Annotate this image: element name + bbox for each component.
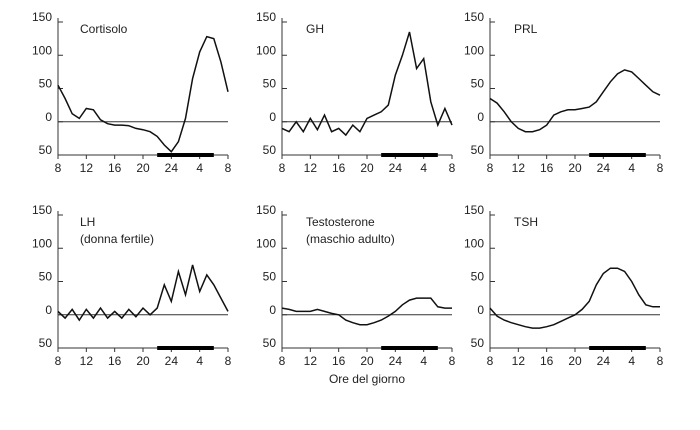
night-band (589, 153, 646, 157)
chart-title: TSH (514, 215, 538, 229)
y-tick-label: 50 (39, 336, 53, 350)
y-tick-label: 150 (464, 10, 484, 24)
x-tick-label: 8 (657, 354, 664, 368)
x-tick-label: 20 (360, 354, 374, 368)
x-tick-label: 4 (628, 161, 635, 175)
y-tick-label: 0 (269, 110, 276, 124)
x-tick-label: 8 (657, 161, 664, 175)
y-tick-label: 50 (263, 336, 277, 350)
y-tick-label: 0 (477, 110, 484, 124)
x-tick-label: 16 (540, 354, 554, 368)
x-tick-label: 16 (108, 354, 122, 368)
chart-title: Cortisolo (80, 22, 128, 36)
series-line (281, 31, 453, 137)
y-tick-label: 100 (256, 236, 276, 250)
y-tick-label: 150 (256, 10, 276, 24)
x-tick-label: 24 (389, 354, 403, 368)
x-tick-label: 8 (449, 354, 456, 368)
y-tick-label: 50 (471, 77, 485, 91)
x-tick-label: 8 (55, 354, 62, 368)
x-tick-label: 12 (304, 354, 318, 368)
x-tick-label: 8 (487, 161, 494, 175)
y-tick-label: 100 (464, 236, 484, 250)
y-tick-label: 150 (32, 203, 52, 217)
x-tick-label: 20 (136, 161, 150, 175)
y-tick-label: 150 (32, 10, 52, 24)
y-tick-label: 50 (471, 143, 485, 157)
y-tick-label: 0 (45, 110, 52, 124)
x-tick-label: 16 (108, 161, 122, 175)
x-tick-label: 12 (80, 354, 94, 368)
x-tick-label: 24 (389, 161, 403, 175)
x-tick-label: 4 (420, 161, 427, 175)
y-tick-label: 0 (45, 303, 52, 317)
x-tick-label: 20 (568, 161, 582, 175)
y-tick-label: 100 (256, 43, 276, 57)
series-line (281, 297, 452, 326)
x-tick-label: 16 (332, 354, 346, 368)
night-band (381, 346, 438, 350)
x-axis-label: Ore del giorno (329, 372, 405, 386)
series-line (57, 264, 229, 322)
x-tick-label: 12 (512, 161, 526, 175)
x-tick-label: 4 (196, 161, 203, 175)
y-tick-label: 50 (263, 77, 277, 91)
y-tick-label: 50 (39, 77, 53, 91)
series-line (489, 69, 661, 133)
y-tick-label: 100 (32, 43, 52, 57)
y-tick-label: 50 (263, 143, 277, 157)
x-tick-label: 4 (420, 354, 427, 368)
x-tick-label: 8 (55, 161, 62, 175)
night-band (157, 153, 214, 157)
chart-subtitle: (maschio adulto) (306, 232, 395, 246)
y-tick-label: 150 (256, 203, 276, 217)
x-tick-label: 24 (597, 354, 611, 368)
series-line (489, 267, 660, 329)
x-tick-label: 8 (449, 161, 456, 175)
night-band (381, 153, 438, 157)
chart-title: GH (306, 22, 324, 36)
y-tick-label: 50 (471, 270, 485, 284)
y-tick-label: 100 (464, 43, 484, 57)
y-tick-label: 50 (263, 270, 277, 284)
x-tick-label: 8 (279, 161, 286, 175)
y-tick-label: 0 (269, 303, 276, 317)
x-tick-label: 16 (332, 161, 346, 175)
night-band (157, 346, 214, 350)
x-tick-label: 4 (196, 354, 203, 368)
x-tick-label: 16 (540, 161, 554, 175)
x-tick-label: 24 (165, 354, 179, 368)
x-tick-label: 24 (165, 161, 179, 175)
x-tick-label: 24 (597, 161, 611, 175)
x-tick-label: 8 (487, 354, 494, 368)
x-tick-label: 12 (80, 161, 94, 175)
x-tick-label: 12 (512, 354, 526, 368)
night-band (589, 346, 646, 350)
y-tick-label: 100 (32, 236, 52, 250)
chart-title: Testosterone (306, 215, 375, 229)
x-tick-label: 8 (279, 354, 286, 368)
chart-subtitle: (donna fertile) (80, 232, 154, 246)
x-tick-label: 20 (568, 354, 582, 368)
chart-title: PRL (514, 22, 538, 36)
x-tick-label: 20 (136, 354, 150, 368)
y-tick-label: 50 (39, 143, 53, 157)
series-line (57, 35, 229, 153)
y-tick-label: 0 (477, 303, 484, 317)
x-tick-label: 12 (304, 161, 318, 175)
chart-title: LH (80, 215, 95, 229)
x-tick-label: 8 (225, 354, 232, 368)
y-tick-label: 50 (471, 336, 485, 350)
x-tick-label: 8 (225, 161, 232, 175)
x-tick-label: 20 (360, 161, 374, 175)
y-tick-label: 150 (464, 203, 484, 217)
x-tick-label: 4 (628, 354, 635, 368)
y-tick-label: 50 (39, 270, 53, 284)
